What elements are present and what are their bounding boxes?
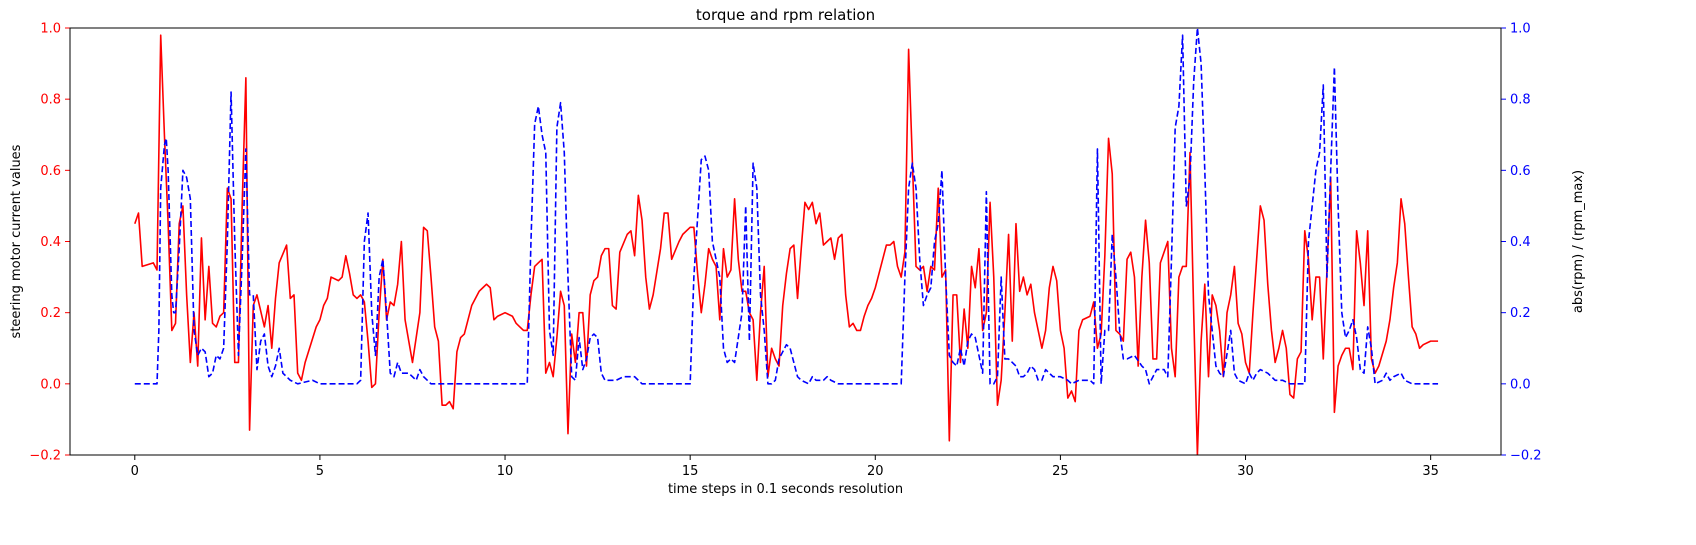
y-axis-label-left: steering motor current values: [9, 144, 24, 338]
y-right-tick-label: −0.2: [1510, 449, 1542, 464]
y-right-tick-label: 0.2: [1510, 306, 1531, 321]
plot-frame: [69, 27, 1502, 456]
y-left-tick-label: 1.0: [40, 22, 61, 37]
chart-title: torque and rpm relation: [696, 6, 875, 24]
y-right-tick-label: 0.8: [1510, 93, 1531, 108]
series-line-current: [134, 34, 1439, 455]
x-tick-label: 10: [497, 464, 514, 479]
x-tick-label: 30: [1237, 464, 1254, 479]
x-tick-label: 0: [131, 464, 139, 479]
y-left-tick-label: 0.4: [40, 235, 61, 250]
y-left-tick-label: −0.2: [29, 449, 61, 464]
y-left-tick-label: 0.6: [40, 164, 61, 179]
x-tick-label: 20: [867, 464, 884, 479]
x-tick-label: 25: [1052, 464, 1069, 479]
y-right-tick-label: 0.0: [1510, 377, 1531, 392]
y-right-tick-label: 1.0: [1510, 22, 1531, 37]
x-axis-label: time steps in 0.1 seconds resolution: [668, 482, 903, 497]
x-tick-label: 5: [316, 464, 324, 479]
plot-frame-rect: [69, 27, 1502, 456]
y-right-tick-label: 0.6: [1510, 164, 1531, 179]
axis-ticks: 0 5 10 15 20 25 30 35 −0.2 0.0 0.2 0.4 0.6 0.8 1.0 −0.2…: [29, 22, 1541, 480]
x-tick-label: 35: [1422, 464, 1439, 479]
series-line-rpm: [134, 28, 1439, 385]
y-left-tick-label: 0.0: [40, 377, 61, 392]
x-tick-label: 15: [682, 464, 699, 479]
y-left-tick-label: 0.2: [40, 306, 61, 321]
plot-area: [134, 28, 1439, 455]
y-left-tick-label: 0.8: [40, 93, 61, 108]
y-axis-label-right: abs(rpm) / (rpm_max): [1571, 170, 1586, 313]
y-right-tick-label: 0.4: [1510, 235, 1531, 250]
